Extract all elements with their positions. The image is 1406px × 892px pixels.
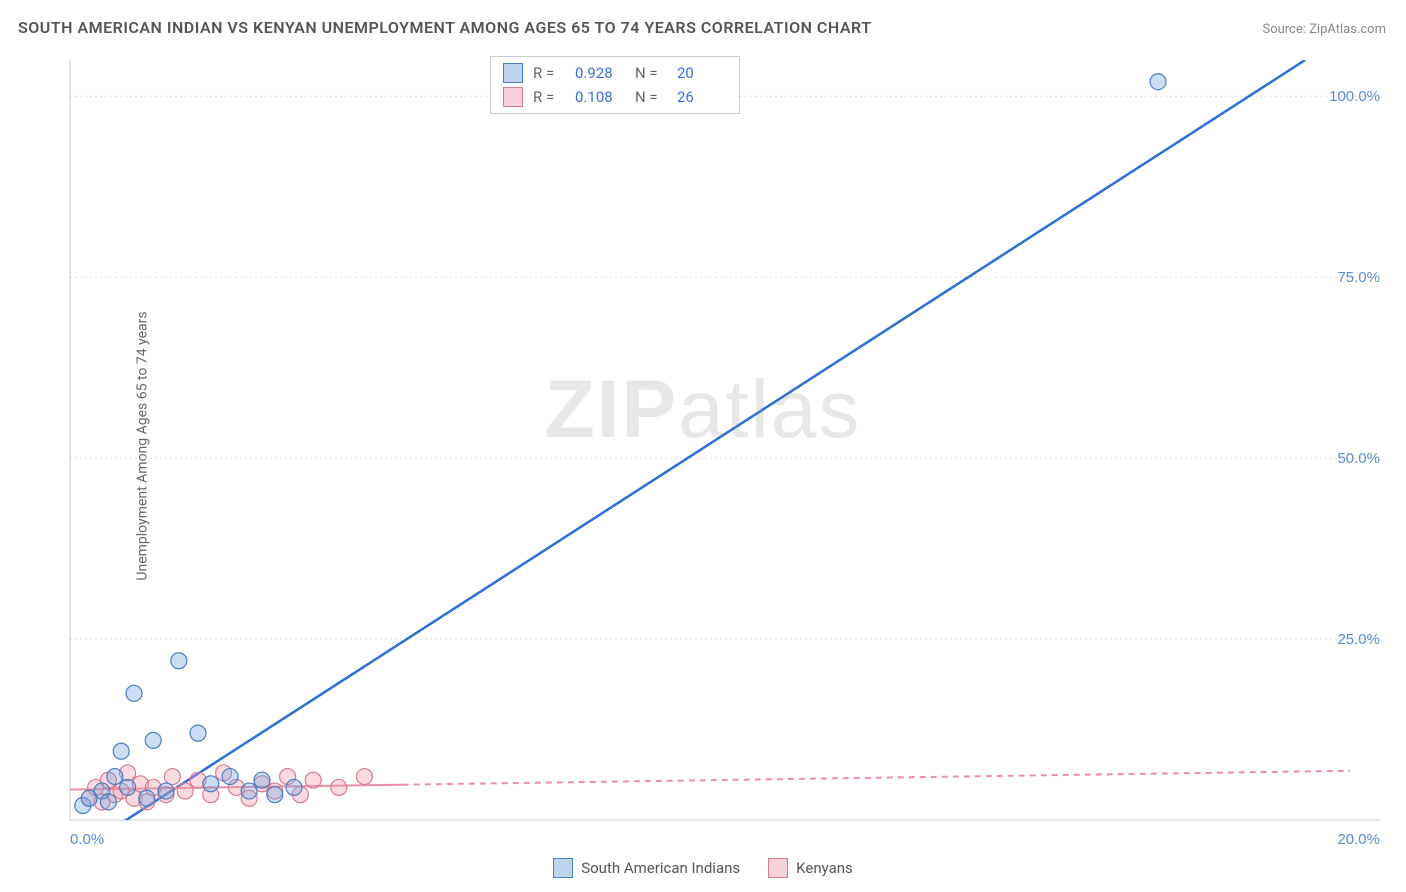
svg-text:25.0%: 25.0% — [1337, 631, 1380, 648]
svg-text:0.0%: 0.0% — [70, 831, 104, 848]
legend-r-label: R = — [533, 88, 565, 106]
legend-r-value: 0.928 — [575, 64, 625, 82]
svg-text:20.0%: 20.0% — [1337, 831, 1380, 848]
legend-series-label: Kenyans — [796, 859, 853, 877]
legend-correlation-row: R = 0.928 N = 20 — [499, 61, 731, 85]
legend-series-item: South American Indians — [553, 858, 740, 878]
legend-swatch — [553, 858, 573, 878]
legend-r-label: R = — [533, 64, 565, 82]
legend-series: South American Indians Kenyans — [0, 858, 1406, 878]
legend-correlation-row: R = 0.108 N = 26 — [499, 85, 731, 109]
legend-r-value: 0.108 — [575, 88, 625, 106]
legend-n-label: N = — [635, 88, 667, 106]
svg-text:100.0%: 100.0% — [1329, 88, 1380, 105]
plot-area: 25.0% 50.0% 75.0% 100.0% 0.0% 20.0% — [50, 50, 1390, 850]
legend-correlation: R = 0.928 N = 20 R = 0.108 N = 26 — [490, 56, 740, 114]
legend-n-label: N = — [635, 64, 667, 82]
legend-swatch — [503, 87, 523, 107]
legend-swatch — [503, 63, 523, 83]
svg-text:50.0%: 50.0% — [1337, 450, 1380, 467]
source-label: Source: ZipAtlas.com — [1262, 22, 1386, 37]
legend-n-value: 20 — [677, 64, 727, 82]
legend-series-item: Kenyans — [768, 858, 853, 878]
svg-text:75.0%: 75.0% — [1337, 269, 1380, 286]
chart-title: SOUTH AMERICAN INDIAN VS KENYAN UNEMPLOY… — [18, 18, 872, 37]
chart-svg: 25.0% 50.0% 75.0% 100.0% 0.0% 20.0% — [50, 50, 1390, 850]
legend-swatch — [768, 858, 788, 878]
legend-n-value: 26 — [677, 88, 727, 106]
legend-series-label: South American Indians — [581, 859, 740, 877]
